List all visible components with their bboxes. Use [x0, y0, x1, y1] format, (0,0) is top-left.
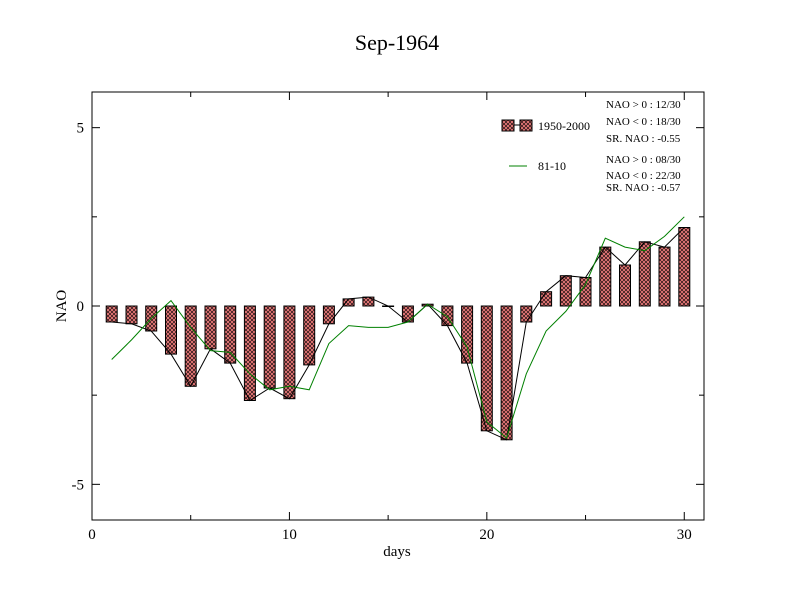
- bar-day-25: [579, 277, 592, 307]
- bar-day-7: [224, 305, 237, 364]
- bar-day-8: [243, 305, 256, 401]
- y-tick-label-0: 0: [77, 299, 85, 315]
- x-tick-label-10: 10: [282, 527, 297, 543]
- bar-day-28: [638, 241, 651, 307]
- y-tick-label-5: 5: [77, 121, 85, 137]
- legend-swatch-1950-2000-left: [501, 119, 515, 132]
- bar-day-26: [599, 246, 612, 307]
- series-line-1950-2000: [111, 227, 685, 441]
- x-axis-label: days: [383, 544, 411, 560]
- bar-day-5: [184, 305, 197, 387]
- bar-day-29: [658, 246, 671, 307]
- bar-day-20: [480, 305, 493, 432]
- bar-day-24: [559, 275, 572, 307]
- y-tick-label--5: -5: [72, 477, 85, 493]
- y-axis-label: NAO: [54, 290, 70, 323]
- stat-1950-nao-neg: NAO < 0 : 18/30: [606, 116, 681, 128]
- bar-day-1: [105, 305, 118, 323]
- bar-day-16: [401, 305, 414, 323]
- x-tick-label-20: 20: [479, 527, 494, 543]
- series-line-81-10: [111, 216, 685, 439]
- legend-label-81-10: 81-10: [538, 159, 566, 173]
- x-tick-label-30: 30: [677, 527, 692, 543]
- stat-1950-nao-pos: NAO > 0 : 12/30: [606, 99, 681, 111]
- stat-8110-nao-neg: NAO < 0 : 22/30: [606, 170, 681, 182]
- stat-8110-nao-pos: NAO > 0 : 08/30: [606, 154, 681, 166]
- bar-day-10: [283, 305, 296, 400]
- bar-day-27: [619, 264, 631, 307]
- bar-day-22: [520, 305, 533, 323]
- bar-day-13: [342, 298, 355, 307]
- chart-title: Sep-1964: [355, 30, 439, 55]
- stat-1950-sr-nao: SR. NAO : -0.55: [606, 133, 681, 145]
- axis-ticks: 0 10 20 30 -5 0 5: [72, 92, 704, 543]
- series-lines: [111, 216, 685, 441]
- bars-1950-2000: [105, 227, 691, 441]
- x-tick-label-0: 0: [88, 527, 96, 543]
- bar-day-19: [461, 305, 474, 364]
- bar-day-4: [165, 305, 177, 355]
- stat-8110-sr-nao: SR. NAO : -0.57: [606, 182, 681, 194]
- bar-day-23: [540, 291, 553, 307]
- legend-label-1950-2000: 1950-2000: [538, 119, 590, 133]
- bar-day-12: [322, 305, 335, 325]
- bar-day-6: [204, 305, 217, 350]
- bar-day-9: [263, 305, 276, 389]
- legend-swatch-1950-2000-right: [519, 119, 533, 132]
- bar-day-30: [678, 227, 691, 307]
- bar-day-2: [125, 305, 138, 325]
